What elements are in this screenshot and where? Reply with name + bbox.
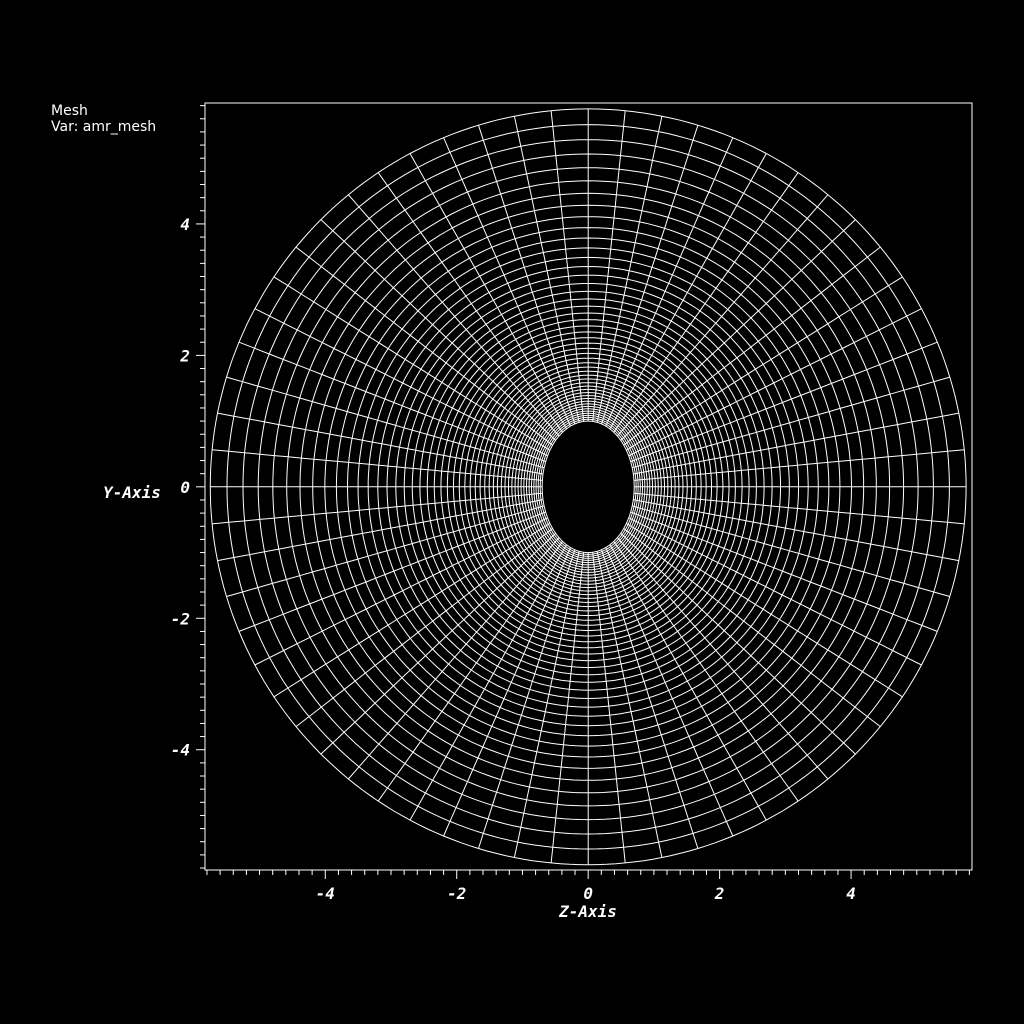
mesh-radial-line [377, 541, 564, 802]
mesh-radial-line [633, 499, 959, 562]
mesh-radial-line [409, 153, 567, 430]
mesh-radial-line [238, 341, 546, 463]
y-tick-label: 2 [179, 346, 190, 365]
mesh-radial-line [623, 528, 881, 727]
mesh-radial-line [443, 137, 572, 427]
mesh-radial-line [254, 308, 548, 457]
mesh-radial-line [513, 116, 580, 423]
mesh-radial-line [609, 544, 767, 821]
mesh-radial-line [409, 544, 567, 821]
mesh-radial-line [295, 528, 553, 727]
x-tick-label: 0 [583, 884, 593, 903]
x-tick-label: -2 [447, 884, 466, 903]
mesh-radial-line [254, 517, 548, 666]
mesh-radial-line [623, 246, 881, 446]
mesh-radial-line [550, 552, 585, 863]
mesh-radial-line [212, 449, 543, 481]
y-tick-labels: -4 -2 0 2 4 [171, 215, 190, 760]
mesh-radial-line [617, 537, 829, 780]
mesh-radial-line [273, 522, 551, 698]
mesh-radial-line [601, 549, 699, 849]
mesh-radial-line [632, 376, 950, 469]
mesh-radial-line [238, 511, 546, 632]
y-axis-title: Y-Axis [103, 483, 161, 502]
y-tick-label: -4 [171, 741, 190, 760]
mesh-radial-line [633, 492, 965, 525]
axis-ticks [196, 105, 970, 879]
y-tick-label: 0 [180, 478, 190, 497]
mesh-radial-line [212, 492, 543, 525]
y-tick-label: 4 [180, 215, 190, 234]
legend-plot-type: Mesh [51, 103, 88, 119]
mesh-radial-line [613, 541, 799, 802]
mesh-radial-line [630, 511, 938, 632]
mesh-radial-line [513, 551, 580, 858]
mesh-lines [209, 108, 967, 866]
mesh-radial-line [320, 219, 556, 441]
mesh-radial-line [443, 547, 572, 837]
mesh-radial-line [320, 532, 556, 755]
mesh-radial-line [630, 341, 938, 463]
mesh-radial-line [596, 116, 663, 423]
mesh-radial-line [613, 172, 799, 433]
mesh-radial-line [617, 194, 829, 437]
mesh-radial-line [620, 532, 856, 755]
mesh-radial-line [226, 505, 545, 597]
mesh-radial-line [596, 551, 663, 858]
mesh-radial-line [633, 412, 959, 475]
mesh-radial-line [633, 449, 965, 481]
x-axis-title: Z-Axis [558, 902, 617, 921]
mesh-radial-line [620, 219, 856, 441]
mesh-radial-line [592, 552, 626, 863]
x-tick-label: 4 [846, 884, 856, 903]
mesh-radial-line [605, 137, 734, 427]
mesh-radial-line [478, 125, 576, 425]
mesh-ring [541, 420, 635, 554]
mesh-radial-line [273, 276, 551, 451]
plot-legend: Mesh Var: amr_mesh [51, 103, 156, 135]
mesh-radial-line [605, 547, 734, 837]
mesh-radial-line [628, 308, 922, 457]
mesh-radial-line [348, 194, 560, 437]
mesh-radial-line [226, 376, 545, 469]
mesh-radial-line [601, 125, 699, 425]
x-tick-labels: -4 -2 0 2 4 [316, 884, 856, 903]
mesh-radial-line [632, 505, 950, 597]
mesh-radial-line [217, 412, 544, 475]
mesh-radial-line [295, 246, 553, 446]
x-tick-label: 2 [714, 884, 725, 903]
mesh-radial-line [626, 522, 903, 698]
y-tick-label: -2 [171, 609, 190, 628]
mesh-radial-line [592, 110, 626, 422]
mesh-radial-line [377, 172, 564, 433]
mesh-radial-line [348, 537, 560, 780]
mesh-radial-line [609, 153, 767, 430]
legend-variable: Var: amr_mesh [51, 119, 157, 135]
x-tick-label: -4 [316, 884, 335, 903]
mesh-radial-line [626, 276, 903, 451]
mesh-radial-line [217, 499, 544, 562]
mesh-radial-line [478, 549, 576, 849]
mesh-radial-line [628, 517, 922, 666]
mesh-radial-line [550, 110, 585, 422]
